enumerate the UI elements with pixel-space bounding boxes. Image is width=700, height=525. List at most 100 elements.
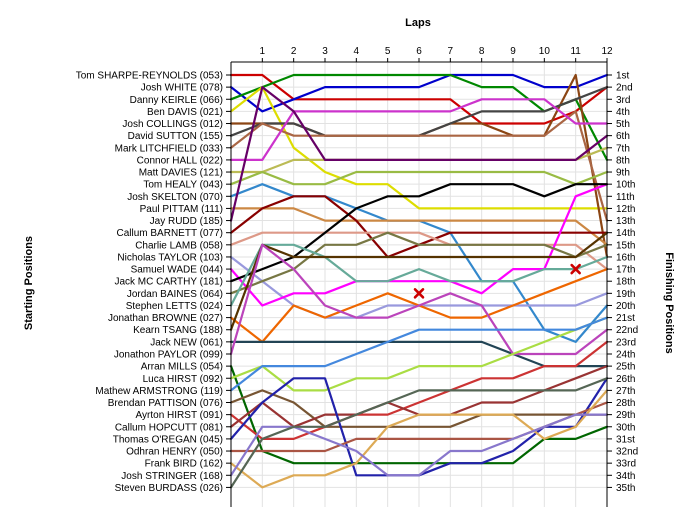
finishing-position-label: 19th [616,289,635,300]
finishing-position-label: 30th [616,422,635,433]
starting-position-label: Matt DAVIES (121) [139,168,223,179]
starting-position-label: Josh STRINGER (168) [121,471,223,482]
finishing-position-label: 4th [616,107,630,118]
series-line [229,73,609,113]
starting-position-label: Thomas O'REGAN (045) [113,434,223,445]
chart-title: Laps [405,17,431,29]
finishing-position-label: 1st [616,71,630,82]
x-tick-label: 8 [479,46,485,57]
finishing-position-label: 21st [616,313,635,324]
series-line [229,243,609,307]
finishing-position-label: 20th [616,301,635,312]
finishing-position-label: 27th [616,386,635,397]
starting-position-label: Tom HEALY (043) [143,180,223,191]
y-axis-label-left: Starting Positions [23,236,35,330]
finishing-position-label: 15th [616,240,635,251]
y-axis-label-right: Finishing Positions [663,252,675,353]
series-layer [229,73,609,489]
starting-position-label: Frank BIRD (162) [145,459,223,470]
finishing-position-label: 32nd [616,447,638,458]
starting-position-label: Tom SHARPE-REYNOLDS (053) [76,71,223,82]
starting-position-label: Charlie LAMB (058) [135,240,223,251]
starting-position-label: Arran MILLS (054) [141,362,223,373]
x-tick-label: 3 [322,46,328,57]
starting-position-label: Jonathan BROWNE (027) [108,313,223,324]
series-line [229,207,609,246]
starting-position-label: Danny KEIRLE (066) [130,95,223,106]
grid-layer [231,62,608,507]
series-line [229,316,609,392]
starting-position-label: Kearn TSANG (188) [133,325,223,336]
finishing-position-label: 24th [616,349,635,360]
series-line [229,110,609,222]
finishing-position-label: 25th [616,362,635,373]
finishing-position-label: 6th [616,131,630,142]
starting-position-label: Mathew ARMSTRONG (119) [95,386,223,397]
series-line [229,243,609,356]
starting-position-label: Samuel WADE (044) [131,265,223,276]
x-tick-label: 12 [601,46,613,57]
finishing-position-label: 23rd [616,337,636,348]
incident-marker [413,288,425,299]
finishing-position-label: 26th [616,374,635,385]
starting-position-label: Jay RUDD (185) [150,216,223,227]
finishing-position-label: 18th [616,277,635,288]
finishing-position-label: 10th [616,180,635,191]
starting-position-label: Callum BARNETT (077) [116,228,223,239]
starting-position-label: Josh SKELTON (070) [127,192,223,203]
starting-position-label: Jack NEW (061) [150,337,223,348]
starting-position-label: Odhran HENRY (050) [126,447,223,458]
starting-position-label: Paul PITTAM (111) [140,204,223,215]
incident-marker-cross [570,263,581,275]
x-tick-label: 9 [510,46,516,57]
x-tick-label: 10 [539,46,551,57]
series-line [229,389,609,489]
x-tick-label: 5 [385,46,391,57]
finishing-position-label: 17th [616,265,635,276]
starting-position-label: Luca HIRST (092) [143,374,223,385]
x-tick-label: 7 [448,46,454,57]
starting-position-label: Josh COLLINGS (012) [122,119,223,130]
series-line [229,231,609,331]
finishing-position-label: 35th [616,483,635,494]
finishing-position-label: 7th [616,143,630,154]
starting-position-label: Connor HALL (022) [137,155,223,166]
finishing-position-label: 34th [616,471,635,482]
incident-marker-cross [413,288,425,299]
x-tick-label: 6 [416,46,422,57]
finishing-position-label: 11th [616,192,635,203]
finishing-position-label: 8th [616,155,630,166]
starting-position-label: Jonathon PAYLOR (099) [114,349,223,360]
starting-position-label: Brendan PATTISON (076) [108,398,223,409]
finishing-position-label: 12th [616,204,635,215]
finishing-position-label: 13th [616,216,635,227]
starting-position-label: Stephen LETTS (024) [126,301,223,312]
starting-position-label: Mark LITCHFIELD (033) [115,143,223,154]
finishing-position-label: 16th [616,252,635,263]
series-line [229,170,609,186]
x-tick-label: 4 [354,46,360,57]
finishing-position-label: 3rd [616,95,630,106]
marker-layer [413,263,581,299]
starting-position-label: Jack MC CARTHY (181) [114,277,223,288]
starting-position-label: Josh WHITE (078) [141,83,223,94]
finishing-position-label: 22nd [616,325,638,336]
finishing-position-label: 31st [616,434,635,445]
series-line [229,316,609,392]
series-line [229,85,609,222]
x-tick-label: 11 [570,46,581,57]
starting-position-label: Callum HOPCUTT (081) [115,422,223,433]
series-line [229,377,609,489]
starting-position-label: David SUTTON (155) [128,131,223,142]
finishing-position-label: 5th [616,119,630,130]
series-line [229,340,609,440]
starting-position-label: Ben DAVIS (021) [147,107,223,118]
incident-marker [570,263,581,275]
starting-position-label: Steven BURDASS (026) [115,483,223,494]
starting-position-label: Jordan BAINES (064) [127,289,223,300]
x-tick-label: 2 [291,46,297,57]
finishing-position-label: 14th [616,228,635,239]
starting-position-label: Ayrton HIRST (091) [136,410,223,421]
